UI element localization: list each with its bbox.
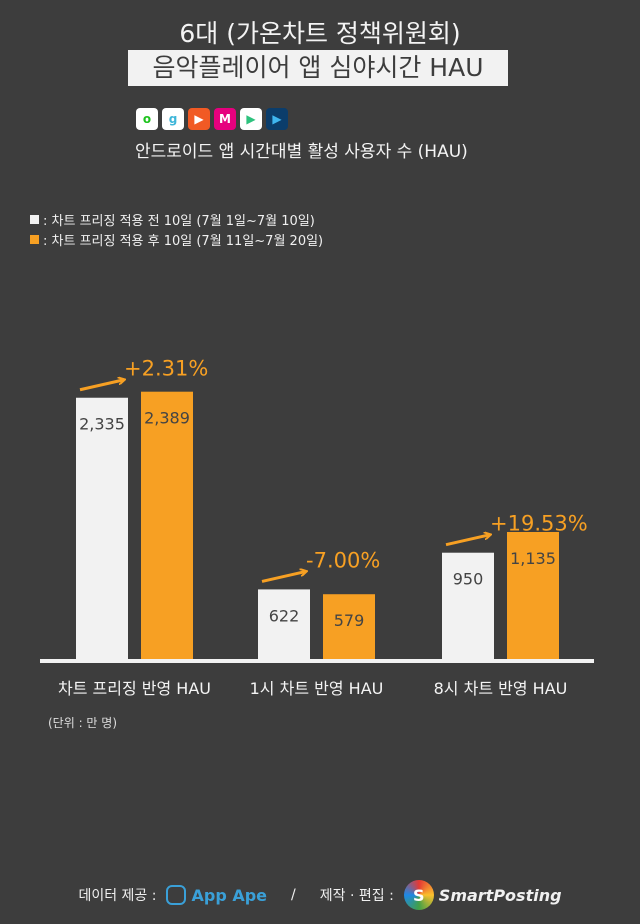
chart-subtitle: 음악플레이어 앱 심야시간 HAU [128,50,508,86]
flo-icon: ▶ [188,108,210,130]
bar [258,589,310,659]
bar-value-label: 2,389 [144,409,190,428]
smartposting-logo: S SmartPosting [403,880,562,910]
separator: / [291,887,296,903]
app-icons: o g ▶ M ▶ ▶ [136,108,288,130]
trend-arrow [261,571,306,583]
data-provider-label: 데이터 제공 : [78,888,157,904]
category-label: 차트 프리징 반영 HAU [58,679,211,698]
bar [323,594,375,659]
bar-value-label: 622 [269,606,300,625]
smartposting-name: SmartPosting [438,885,562,905]
genie-icon: g [162,108,184,130]
chart-description: 안드로이드 앱 시간대별 활성 사용자 수 (HAU) [135,142,468,162]
footer: 데이터 제공 : App Ape / 제작 · 편집 : S SmartPost… [0,880,640,910]
trend-arrow [445,535,490,547]
category-label: 8시 차트 반영 HAU [434,679,568,698]
appape-name: App Ape [191,885,268,905]
change-annotation: -7.00% [306,548,380,572]
bar [76,397,128,659]
bar-value-label: 2,335 [79,415,125,434]
unit-label: (단위 : 만 명) [48,716,118,730]
legend-swatch-after [30,235,39,244]
change-annotation: +2.31% [124,357,208,381]
bar-value-label: 1,135 [510,549,556,568]
melon-icon: o [136,108,158,130]
maker-label: 제작 · 편집 : [319,888,394,904]
soribada-icon: ▶ [240,108,262,130]
bar-value-label: 950 [453,570,484,589]
legend-item-after: : 차트 프리징 적용 후 10일 (7월 11일~7월 20일) [30,230,323,249]
mnet-icon: M [214,108,236,130]
legend-label-before: : 차트 프리징 적용 전 10일 (7월 1일~7월 10일) [43,214,315,229]
bar [141,391,193,659]
appape-icon [166,885,187,905]
legend-swatch-before [30,215,39,224]
bar-value-label: 579 [334,611,365,630]
bar [507,532,559,659]
bar [442,552,494,659]
legend-label-after: : 차트 프리징 적용 후 10일 (7월 11일~7월 20일) [43,234,324,249]
smartposting-icon: S [403,880,434,910]
chart-title: 6대 (가온차트 정책위원회) [179,19,461,48]
change-annotation: +19.53% [490,512,588,536]
category-label: 1시 차트 반영 HAU [250,679,384,698]
trend-arrow [79,380,124,392]
legend-item-before: : 차트 프리징 적용 전 10일 (7월 1일~7월 10일) [30,210,315,229]
vibe-icon: ▶ [266,108,288,130]
appape-logo: App Ape [166,885,267,905]
